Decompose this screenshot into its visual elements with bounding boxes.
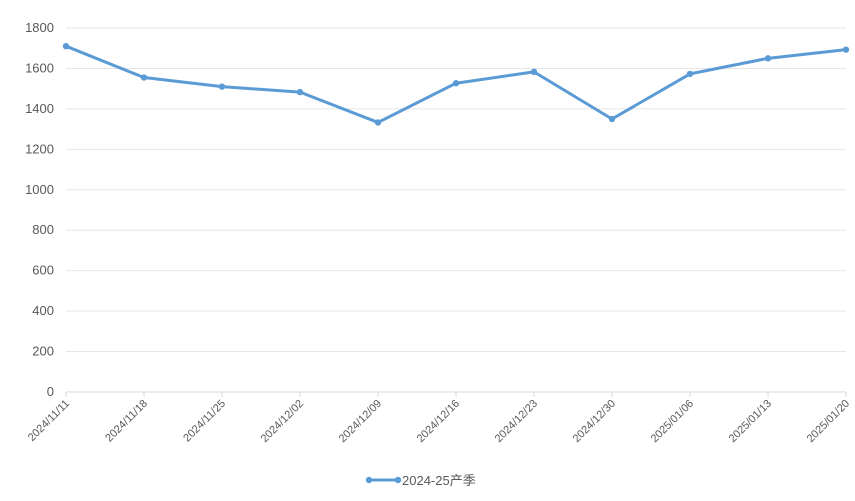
x-tick-label: 2025/01/06 [649, 398, 696, 445]
y-tick-label: 1200 [25, 141, 54, 156]
data-point [842, 46, 850, 53]
y-tick-label: 1000 [25, 182, 54, 197]
data-point [218, 83, 226, 90]
data-point [608, 115, 616, 123]
gridlines [66, 27, 846, 393]
y-axis-ticks: 0 200 400 600 800 1000 1200 1400 1600 1800 [25, 20, 54, 399]
y-tick-label: 1400 [25, 101, 54, 116]
data-point [374, 119, 382, 126]
data-point [686, 70, 694, 78]
x-tick-label: 2024/12/23 [493, 398, 540, 445]
x-tick-label: 2024/11/25 [181, 398, 228, 445]
data-point [452, 80, 460, 87]
x-axis-ticks: 2024/11/11 2024/11/18 2024/11/25 2024/12/02… [26, 392, 852, 445]
y-tick-label: 1600 [25, 60, 54, 75]
legend-label: 2024-25产季 [402, 473, 476, 488]
x-tick-label: 2025/01/20 [805, 398, 852, 445]
data-point [62, 43, 70, 50]
y-tick-label: 400 [32, 303, 54, 318]
legend-swatch-marker [394, 476, 402, 484]
y-tick-label: 800 [32, 222, 54, 237]
data-point [296, 88, 304, 96]
legend-swatch-marker [365, 476, 373, 484]
data-point [764, 55, 772, 62]
x-tick-label: 2024/11/18 [103, 398, 150, 445]
data-point [530, 68, 538, 76]
y-tick-label: 200 [32, 344, 54, 359]
y-tick-label: 0 [47, 384, 54, 399]
y-tick-label: 1800 [25, 20, 54, 35]
x-tick-label: 2024/12/16 [415, 398, 462, 445]
x-tick-label: 2024/12/02 [259, 398, 306, 445]
legend: 2024-25产季 [365, 473, 476, 488]
x-tick-label: 2024/12/30 [571, 398, 618, 445]
y-tick-label: 600 [32, 263, 54, 278]
x-tick-label: 2024/12/09 [337, 398, 384, 445]
data-point [140, 74, 148, 81]
x-tick-label: 2024/11/11 [26, 398, 72, 444]
x-tick-label: 2025/01/13 [727, 398, 774, 445]
series-layer [62, 43, 850, 126]
